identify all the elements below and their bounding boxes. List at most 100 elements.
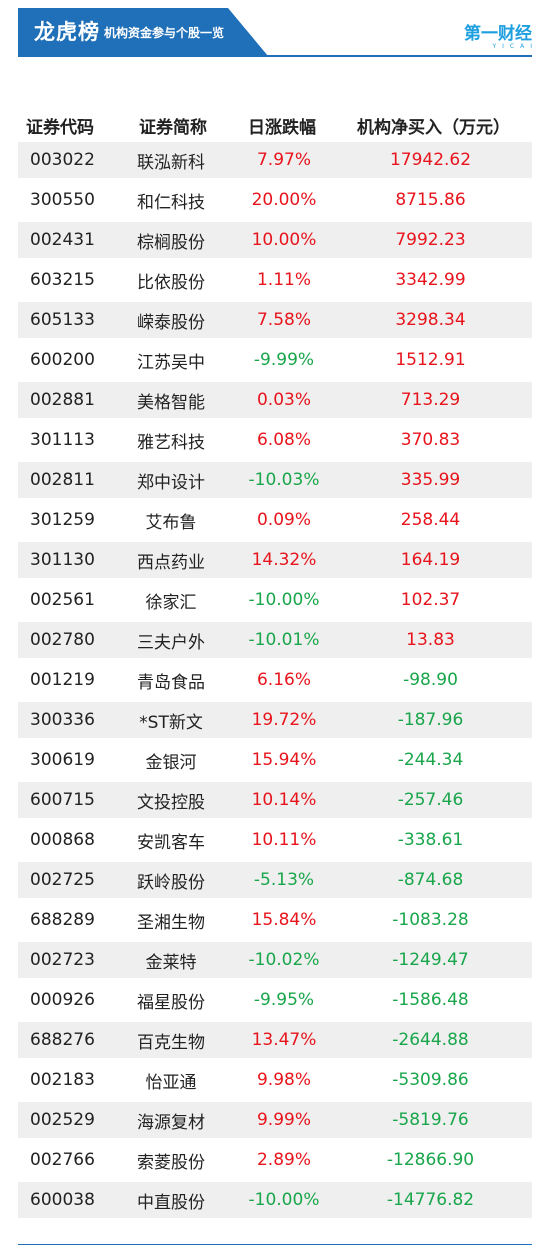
cell-change: 6.16% — [256, 670, 311, 690]
cell-change: 6.08% — [256, 430, 311, 450]
cell-code: 002183 — [30, 1070, 95, 1090]
cell-code: 300336 — [30, 710, 95, 730]
cell-change: 20.00% — [251, 190, 317, 210]
cell-name: 索菱股份 — [137, 1152, 205, 1173]
table-row: 001219 青岛食品 6.16% -98.90 — [18, 662, 532, 698]
cell-change: 10.11% — [251, 830, 317, 850]
yicai-logo: 第一财经 YICAI — [462, 24, 532, 50]
cell-code: 605133 — [30, 310, 95, 330]
table-row: 002529 海源复材 9.99% -5819.76 — [18, 1102, 532, 1138]
cell-name: 怡亚通 — [145, 1072, 197, 1093]
cell-code: 600200 — [30, 350, 95, 370]
cell-name: 跃岭股份 — [137, 872, 205, 893]
cell-name: 联泓新科 — [137, 152, 205, 173]
table-row: 301130 西点药业 14.32% 164.19 — [18, 542, 532, 578]
table-row: 600715 文投控股 10.14% -257.46 — [18, 782, 532, 818]
cell-change: -10.00% — [248, 1190, 320, 1210]
cell-name: 嵘泰股份 — [137, 312, 205, 333]
cell-change: 1.11% — [256, 270, 311, 290]
table-row: 300619 金银河 15.94% -244.34 — [18, 742, 532, 778]
cell-code: 002780 — [30, 630, 95, 650]
institution-fund-table: 证券代码 证券简称 日涨跌幅 机构净买入（万元） 003022 联泓新科 7.97%… — [18, 108, 532, 1222]
cell-change: 0.03% — [256, 390, 311, 410]
cell-code: 002529 — [30, 1110, 95, 1130]
cell-change: -10.00% — [248, 590, 320, 610]
cell-code: 000926 — [30, 990, 95, 1010]
cell-net-buy: -257.46 — [397, 790, 464, 810]
cell-net-buy: 713.29 — [400, 390, 461, 410]
cell-name: 海源复材 — [137, 1112, 205, 1133]
cell-change: 9.99% — [256, 1110, 311, 1130]
cell-net-buy: 13.83 — [406, 630, 455, 650]
cell-name: 安凯客车 — [137, 832, 205, 853]
cell-code: 301130 — [30, 550, 95, 570]
cell-code: 688289 — [30, 910, 95, 930]
table-row: 002725 跃岭股份 -5.13% -874.68 — [18, 862, 532, 898]
cell-change: 15.84% — [251, 910, 317, 930]
table-row: 000868 安凯客车 10.11% -338.61 — [18, 822, 532, 858]
cell-code: 600715 — [30, 790, 95, 810]
cell-net-buy: -187.96 — [397, 710, 464, 730]
cell-net-buy: -1586.48 — [392, 990, 469, 1010]
cell-change: 2.89% — [256, 1150, 311, 1170]
table-row: 002881 美格智能 0.03% 713.29 — [18, 382, 532, 418]
cell-net-buy: 102.37 — [400, 590, 461, 610]
cell-code: 300619 — [30, 750, 95, 770]
cell-name: 青岛食品 — [137, 672, 205, 693]
cell-net-buy: -2644.88 — [392, 1030, 469, 1050]
logo-subtext: YICAI — [492, 43, 538, 50]
table-row: 300336 *ST新文 19.72% -187.96 — [18, 702, 532, 738]
table-header: 证券代码 证券简称 日涨跌幅 机构净买入（万元） — [18, 108, 532, 142]
cell-name: 棕榈股份 — [137, 232, 205, 253]
cell-name: 艾布鲁 — [145, 512, 197, 533]
cell-code: 300550 — [30, 190, 95, 210]
cell-net-buy: -5819.76 — [392, 1110, 469, 1130]
cell-net-buy: -244.34 — [397, 750, 464, 770]
cell-change: 15.94% — [251, 750, 317, 770]
cell-change: 0.09% — [256, 510, 311, 530]
table-row: 002766 索菱股份 2.89% -12866.90 — [18, 1142, 532, 1178]
cell-net-buy: 164.19 — [400, 550, 461, 570]
cell-code: 301113 — [30, 430, 95, 450]
cell-net-buy: 3298.34 — [395, 310, 466, 330]
cell-net-buy: 370.83 — [400, 430, 461, 450]
cell-code: 002881 — [30, 390, 95, 410]
column-header-name: 证券简称 — [139, 117, 207, 138]
cell-name: 中直股份 — [137, 1192, 205, 1213]
cell-name: 雅艺科技 — [137, 432, 205, 453]
table-body: 003022 联泓新科 7.97% 17942.62 300550 和仁科技 20.00% 8… — [18, 142, 532, 1218]
cell-code: 002725 — [30, 870, 95, 890]
cell-net-buy: -5309.86 — [392, 1070, 469, 1090]
page-title: 龙虎榜 — [34, 20, 100, 44]
cell-code: 002723 — [30, 950, 95, 970]
header-banner — [18, 8, 268, 56]
cell-name: 和仁科技 — [137, 192, 205, 213]
cell-code: 688276 — [30, 1030, 95, 1050]
cell-net-buy: -1249.47 — [392, 950, 469, 970]
column-header-change: 日涨跌幅 — [248, 117, 316, 138]
table-row: 301113 雅艺科技 6.08% 370.83 — [18, 422, 532, 458]
cell-name: 美格智能 — [137, 392, 205, 413]
cell-change: 10.00% — [251, 230, 317, 250]
column-header-code: 证券代码 — [26, 117, 94, 138]
cell-name: 徐家汇 — [145, 592, 197, 613]
cell-change: 14.32% — [251, 550, 317, 570]
cell-code: 003022 — [30, 150, 95, 170]
cell-code: 000868 — [30, 830, 95, 850]
cell-change: 19.72% — [251, 710, 317, 730]
table-row: 003022 联泓新科 7.97% 17942.62 — [18, 142, 532, 178]
logo-text: 第一财经 — [464, 24, 532, 44]
cell-code: 001219 — [30, 670, 95, 690]
cell-name: 西点药业 — [137, 552, 205, 573]
footer-divider — [18, 1244, 532, 1245]
cell-change: -10.01% — [248, 630, 320, 650]
table-row: 605133 嵘泰股份 7.58% 3298.34 — [18, 302, 532, 338]
cell-change: -10.03% — [248, 470, 320, 490]
cell-net-buy: -338.61 — [397, 830, 464, 850]
cell-name: 比依股份 — [137, 272, 205, 293]
cell-net-buy: 17942.62 — [389, 150, 472, 170]
table-row: 002780 三夫户外 -10.01% 13.83 — [18, 622, 532, 658]
cell-net-buy: -12866.90 — [386, 1150, 475, 1170]
cell-name: *ST新文 — [139, 712, 203, 733]
cell-name: 金莱特 — [145, 952, 197, 973]
